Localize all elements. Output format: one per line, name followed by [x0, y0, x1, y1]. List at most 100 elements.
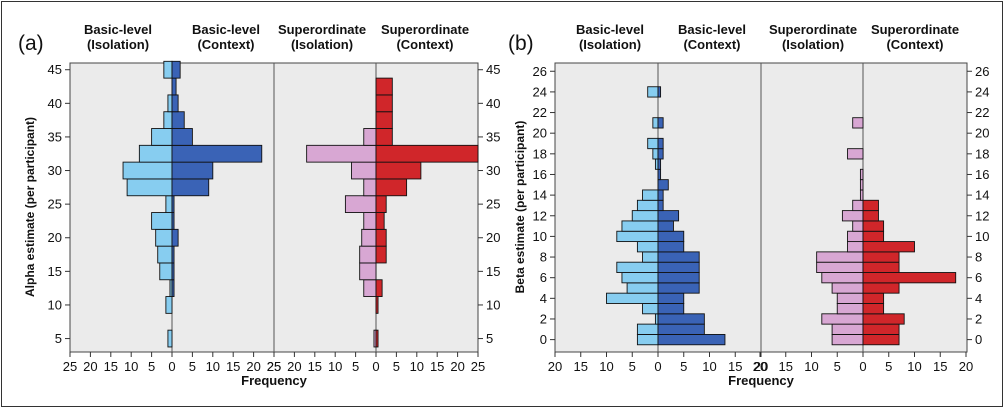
bar-b-g1-s0-5 — [831, 282, 864, 294]
bar-a-g0-s0-3 — [159, 262, 173, 281]
xtick-label-b-g0-2: 10 — [599, 359, 613, 374]
bar-a-g0-s1-10 — [171, 111, 185, 129]
xtick-label-b-g1-5: 5 — [885, 359, 892, 374]
header-a-0-right-line2: (Context) — [197, 37, 254, 52]
bar-b-g0-s0-9 — [636, 241, 659, 253]
bar-b-g1-s1-0 — [862, 334, 900, 346]
bar-b-g0-s1-16 — [657, 168, 662, 181]
ytick-label-right-b-13: 26 — [975, 64, 989, 79]
bar-a-g1-s1-0 — [375, 329, 379, 348]
ytick-label-right-a-3: 20 — [486, 230, 500, 245]
panel-a: (a) Basic-level (Isolation) Basic-level … — [18, 22, 500, 388]
bar-a-g0-s0-9 — [122, 161, 173, 180]
header-a-1-right-line1: Superordinate — [381, 22, 469, 37]
bar-a-g0-s1-5 — [171, 195, 175, 213]
ytick-label-left-b-11: 22 — [533, 105, 547, 120]
xtick-label-b-g0-6: 10 — [702, 359, 716, 374]
header-a-0-left-line1: Basic-level — [84, 22, 152, 37]
header-b-1-left-line1: Superordinate — [769, 22, 857, 37]
bar-a-g0-s0-6 — [151, 212, 173, 230]
xlabel-b: Frequency — [728, 373, 795, 388]
ytick-label-left-b-4: 8 — [540, 250, 547, 265]
xtick-label-b-g0-5: 5 — [680, 359, 687, 374]
header-a-1-left-line1: Superordinate — [278, 22, 366, 37]
ytick-label-left-b-13: 26 — [533, 64, 547, 79]
xtick-label-a-g1-4: 5 — [352, 359, 359, 374]
header-a-1-left-line2: (Isolation) — [291, 37, 353, 52]
bar-b-g1-s0-10 — [847, 230, 864, 243]
ytick-label-right-b-7: 14 — [975, 188, 989, 203]
header-b-0-right-line1: Basic-level — [678, 22, 746, 37]
bar-b-g1-s0-4 — [836, 292, 864, 304]
bar-a-g1-s1-9 — [375, 144, 479, 163]
header-a-0-left-line2: (Isolation) — [87, 37, 149, 52]
bar-b-g0-s0-18 — [652, 117, 659, 129]
xtick-label-a-g0-0: 25 — [63, 359, 77, 374]
bar-b-g0-s1-20 — [657, 117, 664, 129]
ytick-label-right-b-11: 22 — [975, 105, 989, 120]
bar-b-g0-s1-15 — [657, 179, 669, 191]
bar-a-g1-s1-6 — [375, 195, 387, 213]
bar-b-g1-s0-18 — [852, 117, 864, 129]
bar-b-g0-s0-12 — [631, 210, 659, 222]
bar-b-g1-s1-5 — [862, 282, 900, 294]
xtick-label-b-g1-3: 5 — [834, 359, 841, 374]
xtick-label-b-g1-4: 0 — [859, 359, 866, 374]
bar-b-g1-s1-4 — [862, 292, 885, 304]
bar-b-g1-s1-6 — [862, 272, 957, 284]
xtick-label-b-g1-8: 20 — [959, 359, 973, 374]
bar-a-g1-s1-12 — [375, 94, 393, 113]
ytick-label-right-a-0: 5 — [486, 331, 493, 346]
bar-b-g1-s1-10 — [862, 230, 885, 243]
bar-a-g0-s0-10 — [138, 144, 173, 163]
bar-a-g0-s1-13 — [171, 60, 181, 79]
bar-a-g1-s1-8 — [375, 161, 422, 180]
header-b-1-right-line1: Superordinate — [871, 22, 959, 37]
xtick-label-b-g1-7: 15 — [933, 359, 947, 374]
bar-b-g0-s0-1 — [636, 323, 659, 335]
bar-a-g0-s1-8 — [171, 144, 263, 163]
xtick-label-a-g0-10: 25 — [267, 359, 281, 374]
bar-b-g1-s0-12 — [841, 210, 864, 222]
ytick-label-right-b-2: 4 — [975, 291, 982, 306]
bar-a-g0-s1-1 — [171, 262, 175, 281]
bar-b-g0-s0-8 — [642, 251, 659, 263]
bar-a-g0-s0-5 — [155, 228, 173, 247]
bar-a-g0-s0-1 — [165, 296, 173, 314]
bar-b-g0-s0-7 — [616, 261, 659, 273]
ytick-label-left-a-4: 25 — [48, 197, 62, 212]
bar-b-g0-s0-17 — [647, 137, 659, 150]
xtick-label-a-g0-3: 10 — [124, 359, 138, 374]
bar-b-g0-s1-3 — [657, 303, 685, 315]
bar-b-g0-s1-17 — [657, 158, 662, 170]
ytick-label-right-b-8: 16 — [975, 167, 989, 182]
ytick-label-right-b-12: 24 — [975, 84, 989, 99]
header-b-0-right-line2: (Context) — [683, 37, 740, 52]
ytick-label-left-a-8: 45 — [48, 62, 62, 77]
bar-a-g1-s1-1 — [375, 296, 379, 314]
bar-b-g1-s1-11 — [862, 220, 885, 232]
bar-a-g0-s1-3 — [171, 228, 179, 247]
bars-b — [606, 86, 957, 346]
bar-b-g1-s0-16 — [859, 168, 864, 181]
xtick-label-b-g1-6: 10 — [907, 359, 921, 374]
panel-label-a: (a) — [18, 32, 44, 55]
xtick-label-b-g0-1: 15 — [574, 359, 588, 374]
bar-a-g1-s1-3 — [375, 245, 387, 264]
xtick-label-a-g0-7: 10 — [206, 359, 220, 374]
bar-a-g0-s0-0 — [167, 329, 173, 348]
bar-b-g0-s0-14 — [642, 189, 659, 201]
xtick-label-b-g0-4: 0 — [654, 359, 661, 374]
header-a-1-right-line2: (Context) — [396, 37, 453, 52]
ytick-label-right-a-4: 25 — [486, 197, 500, 212]
bar-a-g0-s0-12 — [163, 111, 173, 129]
bar-b-g0-s1-13 — [657, 199, 664, 212]
bar-a-g1-s1-10 — [375, 128, 393, 146]
xlabel-a: Frequency — [241, 373, 308, 388]
xtick-label-a-g1-8: 15 — [430, 359, 444, 374]
xtick-label-a-g0-1: 20 — [83, 359, 97, 374]
bar-b-g0-s0-0 — [636, 334, 659, 346]
ytick-label-left-a-0: 5 — [55, 331, 62, 346]
bar-a-g0-s1-0 — [171, 279, 175, 297]
